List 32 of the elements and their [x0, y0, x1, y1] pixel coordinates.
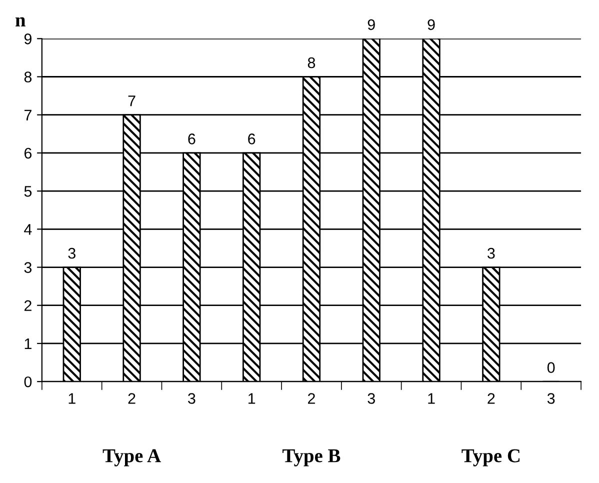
text: Type B — [282, 449, 340, 466]
x-tick-label: 2 — [128, 393, 136, 404]
data-label: 9 — [428, 19, 435, 30]
x-tick-label: 3 — [368, 393, 375, 404]
y-tick-label: 5 — [24, 186, 32, 197]
x-tick-label: 1 — [68, 393, 76, 404]
data-label: 6 — [248, 134, 256, 144]
text: Type C — [462, 449, 520, 466]
y-tick-label: 1 — [24, 338, 32, 349]
y-axis-title: n — [16, 17, 26, 26]
x-tick-label: 2 — [308, 393, 315, 404]
data-label: 3 — [488, 248, 495, 259]
y-tick-label: 4 — [24, 224, 32, 235]
text: Type A — [102, 449, 161, 466]
y-tick-label: 0 — [24, 376, 32, 388]
data-label: 6 — [188, 134, 196, 144]
data-label: 8 — [308, 57, 316, 68]
x-tick-label: 1 — [248, 393, 256, 404]
x-tick-label: 3 — [547, 393, 555, 404]
y-tick-label: 9 — [24, 34, 32, 44]
y-tick-label: 2 — [24, 300, 32, 311]
data-label: 9 — [368, 19, 375, 30]
data-label: 3 — [68, 248, 76, 259]
y-tick-label: 3 — [24, 262, 32, 273]
x-tick-label: 3 — [188, 393, 196, 404]
x-tick-label: 2 — [488, 393, 495, 404]
x-tick-label: 1 — [428, 393, 435, 404]
data-label: 7 — [128, 96, 136, 106]
y-tick-label: 8 — [24, 72, 32, 82]
data-label: 0 — [547, 362, 555, 373]
y-tick-label: 7 — [24, 110, 32, 120]
y-tick-label: 6 — [24, 148, 32, 159]
